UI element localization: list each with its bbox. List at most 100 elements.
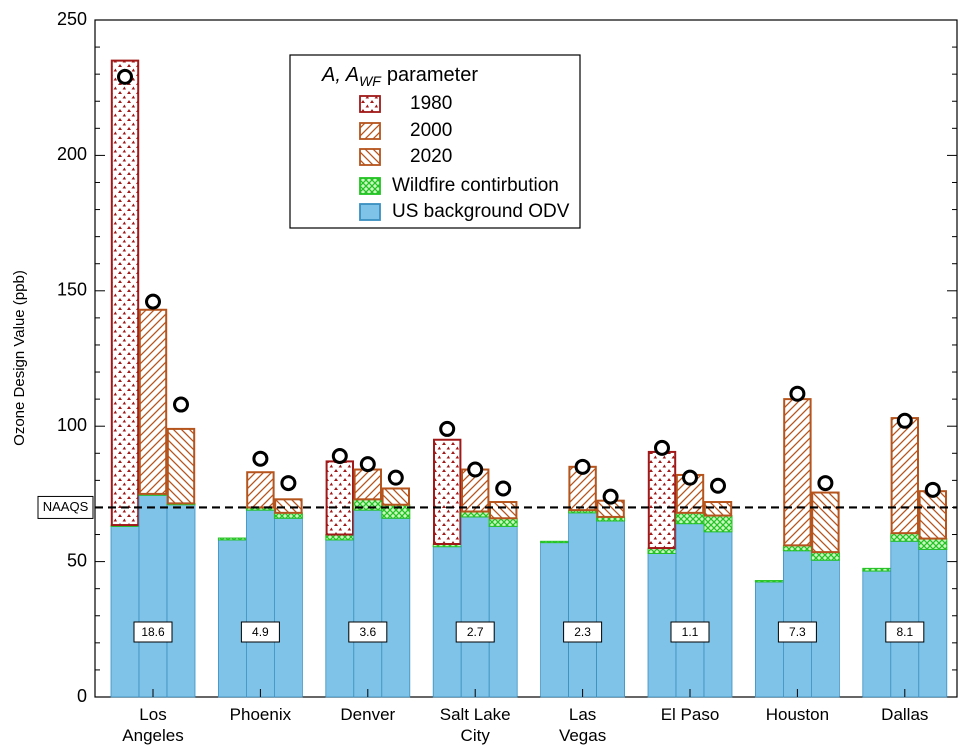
observed-odv — [331, 447, 348, 464]
background-segment — [353, 509, 383, 698]
x-tick-label: Los Angeles — [122, 705, 184, 745]
wildfire-segment — [754, 580, 784, 583]
box-value-group: 3.6 — [348, 621, 388, 643]
legend-title: A, AWF parameter — [321, 64, 478, 88]
parameter-segment — [138, 308, 168, 495]
parameter-segment — [918, 490, 947, 540]
wildfire-segment — [217, 537, 247, 541]
box-value: 3.6 — [359, 625, 376, 639]
box-value-frame — [670, 621, 710, 643]
x-tick-label: Las Vegas — [558, 705, 607, 745]
observed-odv — [495, 480, 512, 497]
box-value: 18.6 — [141, 625, 165, 639]
parameter-segment — [890, 417, 919, 535]
observed-odv — [252, 450, 269, 467]
x-tick-label: Denver — [340, 705, 396, 724]
observed-odv — [602, 488, 619, 505]
x-tick-label: Houston — [765, 705, 830, 724]
y-tick-label: 250 — [57, 9, 87, 29]
observed-odv — [817, 475, 834, 492]
y-tick-label: 100 — [57, 415, 87, 435]
observed-odv — [145, 293, 161, 310]
box-value-group: 2.3 — [563, 621, 603, 643]
legend-title-main: A, A — [321, 64, 359, 86]
observed-odv — [789, 385, 806, 402]
background-segment — [217, 539, 247, 698]
box-value: 4.9 — [252, 625, 269, 639]
box-value-group: 1.1 — [670, 621, 710, 643]
observed-odv — [710, 477, 726, 494]
background-segment — [675, 523, 705, 698]
box-value-frame — [240, 621, 280, 643]
y-axis-label: Ozone Design Value (ppb) — [11, 270, 28, 446]
parameter-segment — [811, 491, 840, 554]
parameter-segment — [246, 471, 275, 509]
observed-odv — [682, 469, 698, 486]
background-segment — [568, 512, 597, 698]
wildfire-segment — [675, 512, 705, 525]
parameter-segment — [489, 501, 518, 520]
background-segment — [460, 516, 490, 698]
y-tick-label: 50 — [67, 550, 87, 570]
observed-odv — [173, 396, 189, 413]
box-value-group: 8.1 — [885, 621, 925, 643]
legend-swatch — [359, 148, 381, 166]
wildfire-segment — [918, 538, 948, 550]
background-segment — [325, 539, 355, 698]
observed-odv — [896, 412, 913, 429]
box-value-group: 18.6 — [133, 621, 173, 643]
legend-swatch — [359, 95, 381, 113]
box-value: 2.3 — [574, 625, 591, 639]
legend-title-sub: WF — [359, 73, 382, 89]
parameter-segment — [433, 438, 462, 545]
legend: A, AWF parameter 1980 2000 2020 Wildfire con… — [289, 54, 581, 229]
observed-odv — [924, 481, 941, 498]
box-value-group: 2.7 — [455, 621, 495, 643]
background-segment — [381, 517, 411, 698]
reference-label: NAAQS — [43, 499, 89, 514]
legend-label: US background ODV — [392, 201, 570, 222]
observed-odv — [654, 439, 670, 456]
box-value: 2.7 — [467, 625, 484, 639]
parameter-segment — [783, 398, 812, 547]
box-value-frame — [348, 621, 388, 643]
legend-box — [289, 54, 581, 229]
y-tick-label: 200 — [57, 144, 87, 164]
wildfire-segment — [810, 551, 840, 561]
x-tick-label: Dallas — [881, 705, 929, 724]
wildfire-segment — [488, 517, 518, 527]
box-value: 7.3 — [789, 625, 806, 639]
box-value-group: 4.9 — [240, 621, 280, 643]
background-segment — [138, 494, 168, 698]
background-segment — [890, 540, 920, 698]
background-segment — [110, 525, 140, 698]
background-segment — [245, 509, 275, 698]
box-value-frame — [885, 621, 925, 643]
legend-swatch — [359, 122, 381, 140]
parameter-segment — [703, 501, 733, 517]
background-segment — [273, 517, 303, 698]
background-segment — [166, 504, 196, 698]
observed-odv — [574, 458, 591, 475]
box-value-frame — [455, 621, 495, 643]
legend-swatch — [359, 203, 381, 221]
legend-label: 2020 — [410, 146, 452, 167]
wildfire-segment — [703, 515, 733, 533]
legend-title-rest: parameter — [387, 64, 478, 86]
parameter-segment — [110, 59, 140, 527]
box-value-frame — [133, 621, 173, 643]
parameter-segment — [274, 498, 303, 514]
observed-odv — [387, 469, 404, 486]
wildfire-segment — [540, 540, 570, 544]
parameter-segment — [381, 487, 411, 506]
parameter-segment — [325, 460, 355, 536]
parameter-segment — [166, 427, 196, 505]
y-tick-label: 0 — [77, 686, 87, 706]
observed-odv — [117, 68, 133, 85]
wildfire-segment — [862, 567, 892, 572]
x-tick-label: Phoenix — [229, 705, 292, 724]
reference-label-box — [37, 495, 94, 519]
background-segment — [703, 531, 733, 698]
y-tick-label: 150 — [57, 280, 87, 300]
